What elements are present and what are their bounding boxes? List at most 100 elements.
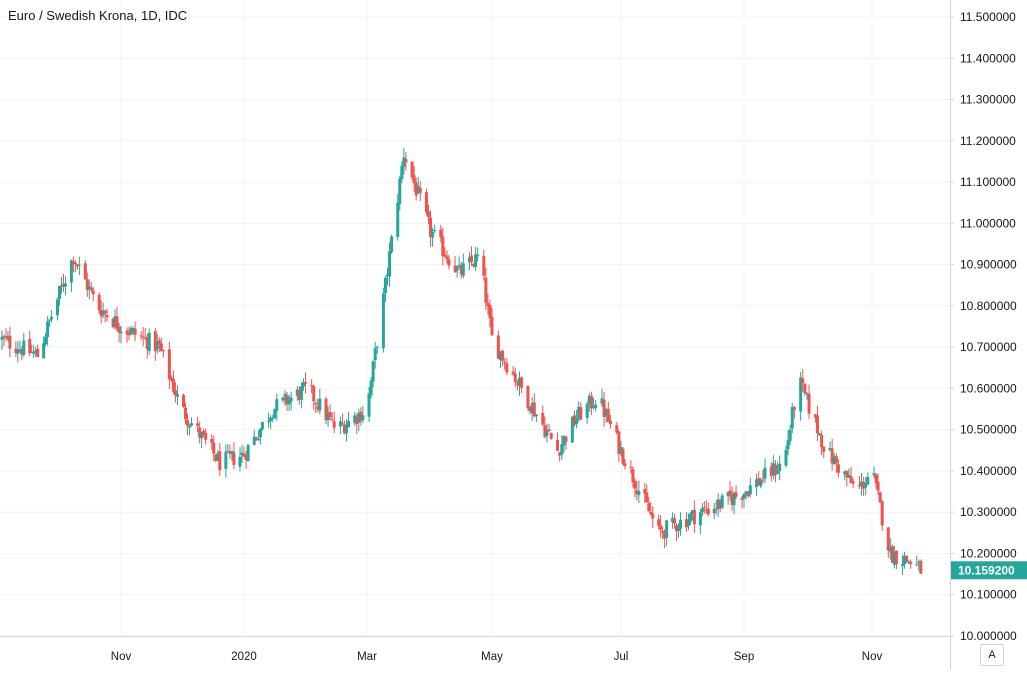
candle-body bbox=[511, 371, 515, 375]
candle-body bbox=[73, 262, 77, 265]
candle-body bbox=[606, 408, 610, 422]
candle-body bbox=[111, 318, 115, 328]
candle-body bbox=[862, 481, 866, 489]
candle-body bbox=[651, 513, 655, 519]
candle-body bbox=[822, 446, 826, 452]
candle-body bbox=[730, 496, 734, 505]
candle-body bbox=[16, 350, 20, 354]
candle-body bbox=[587, 396, 591, 405]
candle-body bbox=[771, 463, 775, 476]
candle-body bbox=[28, 338, 32, 354]
candle-body bbox=[269, 417, 273, 422]
candle-body bbox=[324, 398, 328, 421]
candle-body bbox=[799, 377, 803, 412]
candle-body bbox=[8, 335, 12, 349]
candle-body bbox=[441, 236, 445, 257]
candle-body bbox=[732, 492, 736, 506]
x-tick-label: May bbox=[481, 651, 503, 663]
candle-body bbox=[161, 349, 165, 351]
candle-body bbox=[453, 265, 457, 273]
candle-body bbox=[834, 456, 838, 464]
candle-body bbox=[728, 490, 732, 497]
candle-body bbox=[734, 492, 738, 497]
candle-body bbox=[564, 436, 568, 442]
candle-body bbox=[488, 304, 492, 319]
candle-body bbox=[805, 393, 809, 395]
candle-body bbox=[706, 508, 710, 515]
candle-body bbox=[326, 413, 330, 421]
candle-body bbox=[792, 407, 796, 410]
candle-body bbox=[549, 432, 553, 439]
candle-body bbox=[238, 456, 242, 467]
candle-body bbox=[175, 394, 179, 397]
candle-body bbox=[474, 254, 478, 267]
auto-scale-button[interactable]: A bbox=[980, 644, 1004, 666]
candle-body bbox=[718, 500, 722, 509]
candle-body bbox=[342, 424, 346, 434]
candle-body bbox=[864, 483, 868, 488]
candle-body bbox=[218, 451, 222, 471]
candle-body bbox=[860, 481, 864, 486]
candle-body bbox=[677, 528, 681, 531]
candle-body bbox=[410, 161, 414, 178]
candle-body bbox=[615, 425, 619, 433]
candle-body bbox=[698, 512, 702, 526]
candle-body bbox=[890, 546, 894, 563]
candle-body bbox=[242, 453, 246, 457]
candle-body bbox=[602, 399, 606, 417]
candle-body bbox=[759, 479, 763, 487]
candle-body bbox=[412, 175, 416, 184]
candle-body bbox=[355, 416, 359, 424]
candle-body bbox=[645, 492, 649, 503]
candle-body bbox=[888, 547, 892, 552]
candle-body bbox=[431, 232, 435, 238]
candle-body bbox=[173, 390, 177, 396]
candle-body bbox=[97, 294, 101, 311]
candle-body bbox=[513, 373, 517, 383]
candle-body bbox=[763, 467, 767, 479]
last-price-label: 10.159200 bbox=[958, 563, 1015, 577]
last-price-badge bbox=[951, 561, 1027, 580]
candle-body bbox=[874, 474, 878, 484]
candle-body bbox=[345, 425, 348, 434]
candle-body bbox=[807, 393, 811, 414]
candle-body bbox=[748, 485, 752, 495]
candle-body bbox=[367, 393, 371, 417]
candle-body bbox=[75, 264, 79, 267]
y-tick-label: 10.500000 bbox=[960, 423, 1017, 437]
candle-body bbox=[353, 415, 357, 423]
candle-body bbox=[125, 330, 129, 335]
candle-body bbox=[426, 211, 430, 217]
candle-body bbox=[761, 479, 765, 481]
candle-body bbox=[443, 254, 447, 257]
candle-body bbox=[212, 442, 216, 454]
candle-body bbox=[198, 427, 202, 438]
candle-body bbox=[357, 412, 361, 423]
candle-body bbox=[643, 488, 647, 494]
candle-body bbox=[157, 340, 161, 344]
y-tick-label: 10.100000 bbox=[960, 588, 1017, 602]
candle-body bbox=[484, 277, 488, 303]
y-tick-label: 11.500000 bbox=[960, 10, 1016, 24]
candle-body bbox=[517, 377, 521, 387]
y-tick-label: 10.600000 bbox=[960, 381, 1017, 395]
candle-body bbox=[381, 293, 385, 349]
candle-body bbox=[246, 445, 250, 461]
candle-body bbox=[604, 409, 608, 417]
candle-body bbox=[457, 264, 461, 266]
candle-body bbox=[383, 278, 387, 294]
candle-body bbox=[815, 415, 819, 434]
candle-body bbox=[77, 264, 81, 266]
candle-body bbox=[204, 432, 208, 440]
candle-body bbox=[714, 508, 718, 510]
candle-body bbox=[396, 202, 400, 237]
candle-body bbox=[186, 420, 190, 426]
candle-body bbox=[295, 389, 299, 396]
candle-body bbox=[42, 343, 46, 359]
candle-body bbox=[254, 437, 258, 440]
candle-body bbox=[147, 332, 151, 352]
candle-body bbox=[429, 217, 433, 238]
candle-body bbox=[740, 498, 744, 500]
candle-body bbox=[704, 509, 708, 511]
